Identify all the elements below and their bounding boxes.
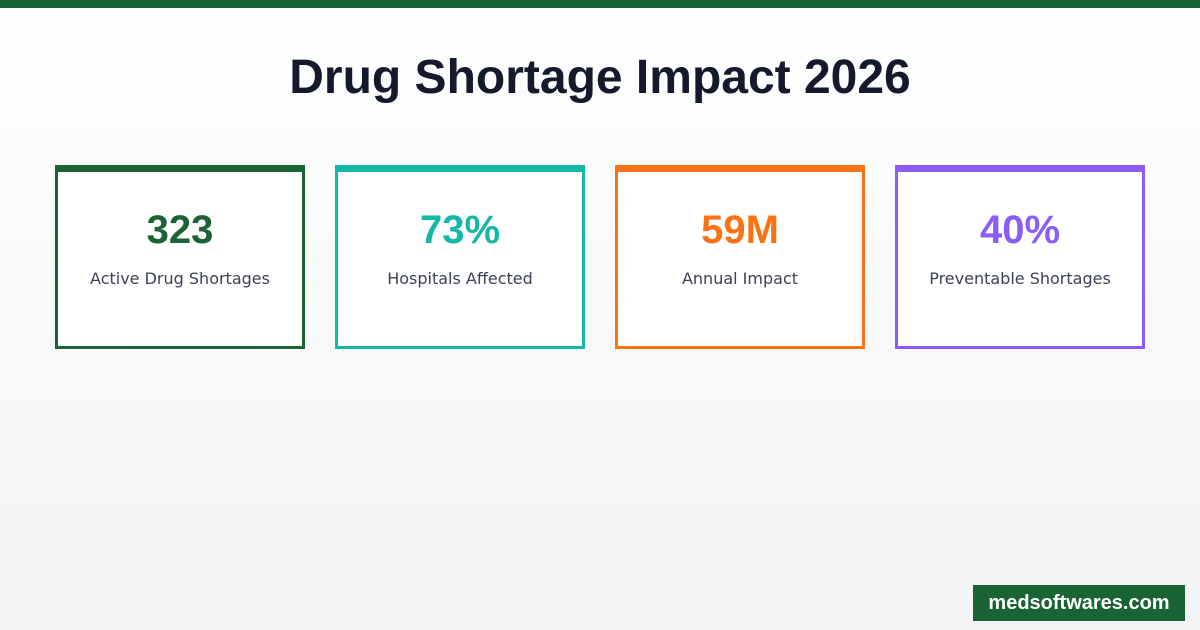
watermark-badge: medsoftwares.com	[973, 585, 1185, 621]
stat-value: 40%	[979, 208, 1061, 252]
page-title: Drug Shortage Impact 2026	[289, 51, 911, 104]
stat-value: 73%	[419, 208, 501, 252]
stat-value: 59M	[701, 208, 779, 252]
stat-card-active-shortages: 323 Active Drug Shortages	[55, 165, 305, 349]
stat-card-annual-impact: 59M Annual Impact	[615, 165, 865, 349]
stat-label: Preventable Shortages	[929, 269, 1111, 288]
top-accent-bar	[0, 0, 1200, 8]
stat-card-preventable-shortages: 40% Preventable Shortages	[895, 165, 1145, 349]
stat-card-hospitals-affected: 73% Hospitals Affected	[335, 165, 585, 349]
stat-value: 323	[146, 208, 214, 252]
stat-label: Active Drug Shortages	[90, 269, 270, 288]
stat-label: Hospitals Affected	[387, 269, 533, 288]
stat-label: Annual Impact	[681, 269, 799, 288]
